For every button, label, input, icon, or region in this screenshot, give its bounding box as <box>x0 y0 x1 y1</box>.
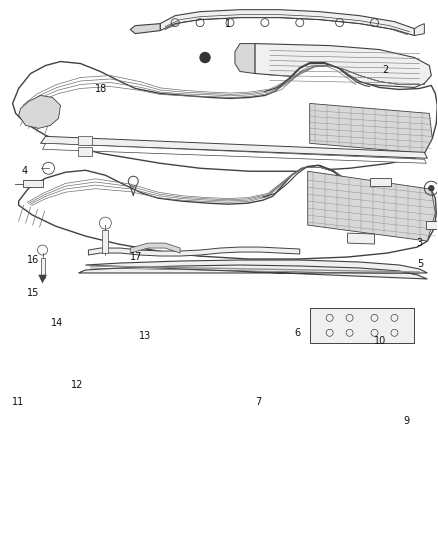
Text: 2: 2 <box>382 65 388 75</box>
Polygon shape <box>308 171 435 241</box>
Circle shape <box>200 53 210 62</box>
Polygon shape <box>78 136 92 146</box>
Polygon shape <box>78 147 92 156</box>
Polygon shape <box>235 44 255 74</box>
Text: 1: 1 <box>225 19 231 29</box>
Text: 17: 17 <box>130 252 142 262</box>
Polygon shape <box>19 95 60 128</box>
Text: 9: 9 <box>404 416 410 426</box>
Text: 7: 7 <box>255 397 261 407</box>
Polygon shape <box>310 103 432 154</box>
Text: 10: 10 <box>374 336 387 346</box>
Text: 16: 16 <box>27 255 39 265</box>
Polygon shape <box>130 23 160 34</box>
Polygon shape <box>13 61 437 171</box>
Polygon shape <box>41 136 427 158</box>
Polygon shape <box>160 10 414 36</box>
Circle shape <box>429 185 434 191</box>
Text: 14: 14 <box>51 318 64 328</box>
Text: 13: 13 <box>139 330 151 341</box>
Polygon shape <box>255 44 431 87</box>
Text: 11: 11 <box>12 397 24 407</box>
Polygon shape <box>41 258 45 278</box>
Polygon shape <box>130 243 180 253</box>
Polygon shape <box>426 221 437 229</box>
Polygon shape <box>102 230 108 253</box>
Text: 6: 6 <box>294 328 300 338</box>
Polygon shape <box>88 247 300 256</box>
Polygon shape <box>348 233 374 244</box>
Polygon shape <box>370 178 392 186</box>
Polygon shape <box>39 275 46 283</box>
Polygon shape <box>414 23 424 36</box>
Text: 18: 18 <box>95 84 107 94</box>
Text: 4: 4 <box>21 166 28 176</box>
Polygon shape <box>78 260 427 279</box>
Polygon shape <box>42 143 426 163</box>
Polygon shape <box>19 165 436 259</box>
Text: 5: 5 <box>417 259 423 269</box>
Text: 15: 15 <box>27 288 39 298</box>
Polygon shape <box>23 180 42 187</box>
Text: 12: 12 <box>71 379 83 390</box>
Text: 3: 3 <box>417 238 423 247</box>
Polygon shape <box>310 308 414 343</box>
